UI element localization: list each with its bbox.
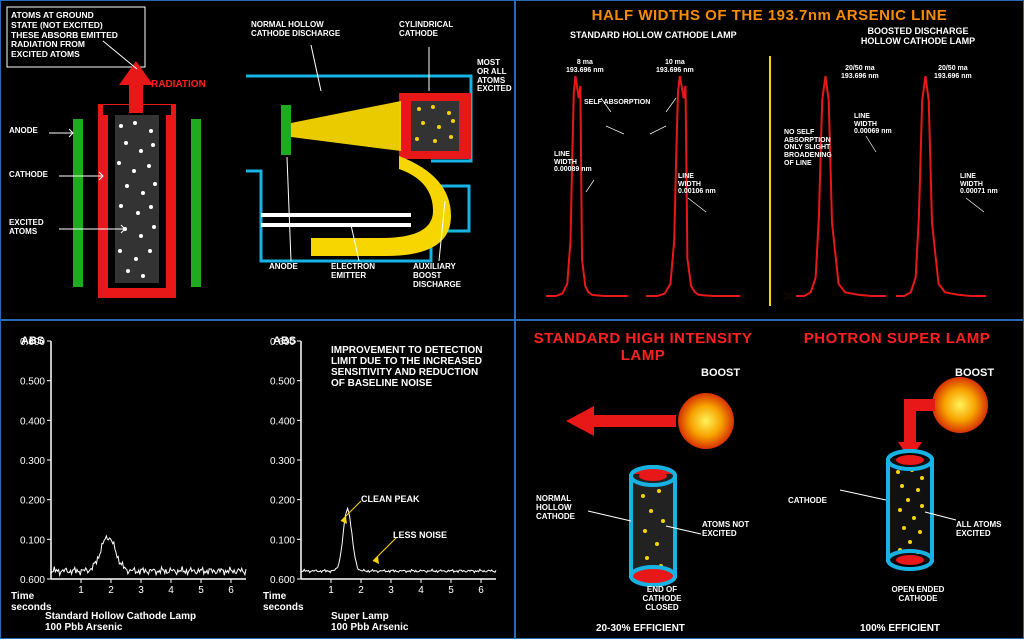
less-noise: LESS NOISE xyxy=(393,531,447,541)
photron-lamp-svg xyxy=(770,350,1024,620)
svg-text:0.100: 0.100 xyxy=(20,535,45,546)
svg-text:6: 6 xyxy=(228,585,234,596)
electron-emitter-label: ELECTRON EMITTER xyxy=(331,263,375,281)
all-atoms-excited: ALL ATOMS EXCITED xyxy=(956,521,1001,539)
caption-1: Standard Hollow Cathode Lamp 100 Pbb Ars… xyxy=(45,611,196,633)
svg-text:3: 3 xyxy=(388,585,394,596)
efficiency-1: 20-30% EFFICIENT xyxy=(596,623,685,634)
svg-text:0.400: 0.400 xyxy=(270,416,295,427)
lw3: LINE WIDTH 0.00069 nm xyxy=(854,113,892,136)
cathode-label-2: CATHODE xyxy=(788,497,827,506)
self-absorption: SELF ABSORPTION xyxy=(584,99,650,107)
cylindrical-cathode-label: CYLINDRICAL CATHODE xyxy=(399,21,453,39)
time-label-1: Time seconds xyxy=(11,591,52,613)
svg-text:0.300: 0.300 xyxy=(270,456,295,467)
panel-half-widths: HALF WIDTHS OF THE 193.7nm ARSENIC LINE … xyxy=(515,0,1024,320)
svg-text:0.400: 0.400 xyxy=(20,416,45,427)
halfwidths-title: HALF WIDTHS OF THE 193.7nm ARSENIC LINE xyxy=(516,1,1023,26)
anode-label-1: ANODE xyxy=(9,127,38,136)
improvement-text: IMPROVEMENT TO DETECTION LIMIT DUE TO TH… xyxy=(331,345,511,389)
caption-2: Super Lamp 100 Pbb Arsenic xyxy=(331,611,408,633)
boost-label-1: BOOST xyxy=(701,367,740,379)
p2-peak1b: 10 ma 193.696 nm xyxy=(656,59,694,74)
p2-peak2b: 20/50 ma 193.696 nm xyxy=(934,65,972,80)
svg-text:0.300: 0.300 xyxy=(20,456,45,467)
time-label-2: Time seconds xyxy=(263,591,304,613)
panel-efficiency: STANDARD HIGH INTENSITY LAMP xyxy=(515,320,1024,639)
svg-text:6: 6 xyxy=(478,585,484,596)
aux-boost-label: AUXILIARY BOOST DISCHARGE xyxy=(413,263,461,289)
svg-text:0.600: 0.600 xyxy=(20,575,45,586)
efficiency-2: 100% EFFICIENT xyxy=(860,623,940,634)
svg-text:4: 4 xyxy=(418,585,424,596)
svg-text:0.200: 0.200 xyxy=(270,496,295,507)
clean-peak: CLEAN PEAK xyxy=(361,495,420,505)
svg-text:3: 3 xyxy=(138,585,144,596)
svg-text:4: 4 xyxy=(168,585,174,596)
most-all-label: MOST OR ALL ATOMS EXCITED xyxy=(477,59,513,94)
svg-text:2: 2 xyxy=(358,585,364,596)
svg-text:0.100: 0.100 xyxy=(270,535,295,546)
abs-label-2: ABS xyxy=(273,335,296,347)
lw4: LINE WIDTH 0.00071 nm xyxy=(960,173,998,196)
atoms-not-excited: ATOMS NOT EXCITED xyxy=(702,521,749,539)
svg-text:2: 2 xyxy=(108,585,114,596)
excited-atoms-label: EXCITED ATOMS xyxy=(9,219,44,237)
panel-abs-charts: 0.600 0.500 0.400 0.300 0.200 0.100 0.600 1 2 3 4 5… xyxy=(0,320,515,639)
panel-lamp-diagrams: ATOMS AT GROUND STATE (NOT EXCITED) THES… xyxy=(0,0,515,320)
normal-hollow-label: NORMAL HOLLOW CATHODE DISCHARGE xyxy=(251,21,340,39)
title-photron: PHOTRON SUPER LAMP xyxy=(770,321,1024,350)
p2-peak2a: 20/50 ma 193.696 nm xyxy=(841,65,879,80)
ground-state-box-text: ATOMS AT GROUND STATE (NOT EXCITED) THES… xyxy=(11,11,139,60)
cathode-label: CATHODE xyxy=(9,171,48,180)
normal-hollow-cathode: NORMAL HOLLOW CATHODE xyxy=(536,495,575,521)
svg-text:1: 1 xyxy=(328,585,334,596)
svg-text:0.600: 0.600 xyxy=(270,575,295,586)
abs-label-1: ABS xyxy=(21,335,44,347)
radiation-label: RADIATION xyxy=(151,79,206,90)
svg-text:5: 5 xyxy=(198,585,204,596)
svg-text:0.500: 0.500 xyxy=(20,377,45,388)
svg-text:0.200: 0.200 xyxy=(20,496,45,507)
lw2: LINE WIDTH 0.00106 nm xyxy=(678,173,716,196)
lw1: LINE WIDTH 0.00089 nm xyxy=(554,151,592,174)
boost-label-2: BOOST xyxy=(955,367,994,379)
anode-label-2: ANODE xyxy=(269,263,298,272)
p2-peak1a: 8 ma 193.696 nm xyxy=(566,59,604,74)
svg-text:5: 5 xyxy=(448,585,454,596)
svg-text:1: 1 xyxy=(78,585,84,596)
open-ended: OPEN ENDED CATHODE xyxy=(878,586,958,604)
sub1: STANDARD HOLLOW CATHODE LAMP xyxy=(570,31,737,41)
end-closed: END OF CATHODE CLOSED xyxy=(626,586,698,612)
no-self-absorption: NO SELF ABSORPTION ONLY SLIGHT BROADENIN… xyxy=(784,129,840,167)
title-standard: STANDARD HIGH INTENSITY LAMP xyxy=(516,321,770,366)
sub2: BOOSTED DISCHARGE HOLLOW CATHODE LAMP xyxy=(848,27,988,47)
svg-text:0.500: 0.500 xyxy=(270,377,295,388)
